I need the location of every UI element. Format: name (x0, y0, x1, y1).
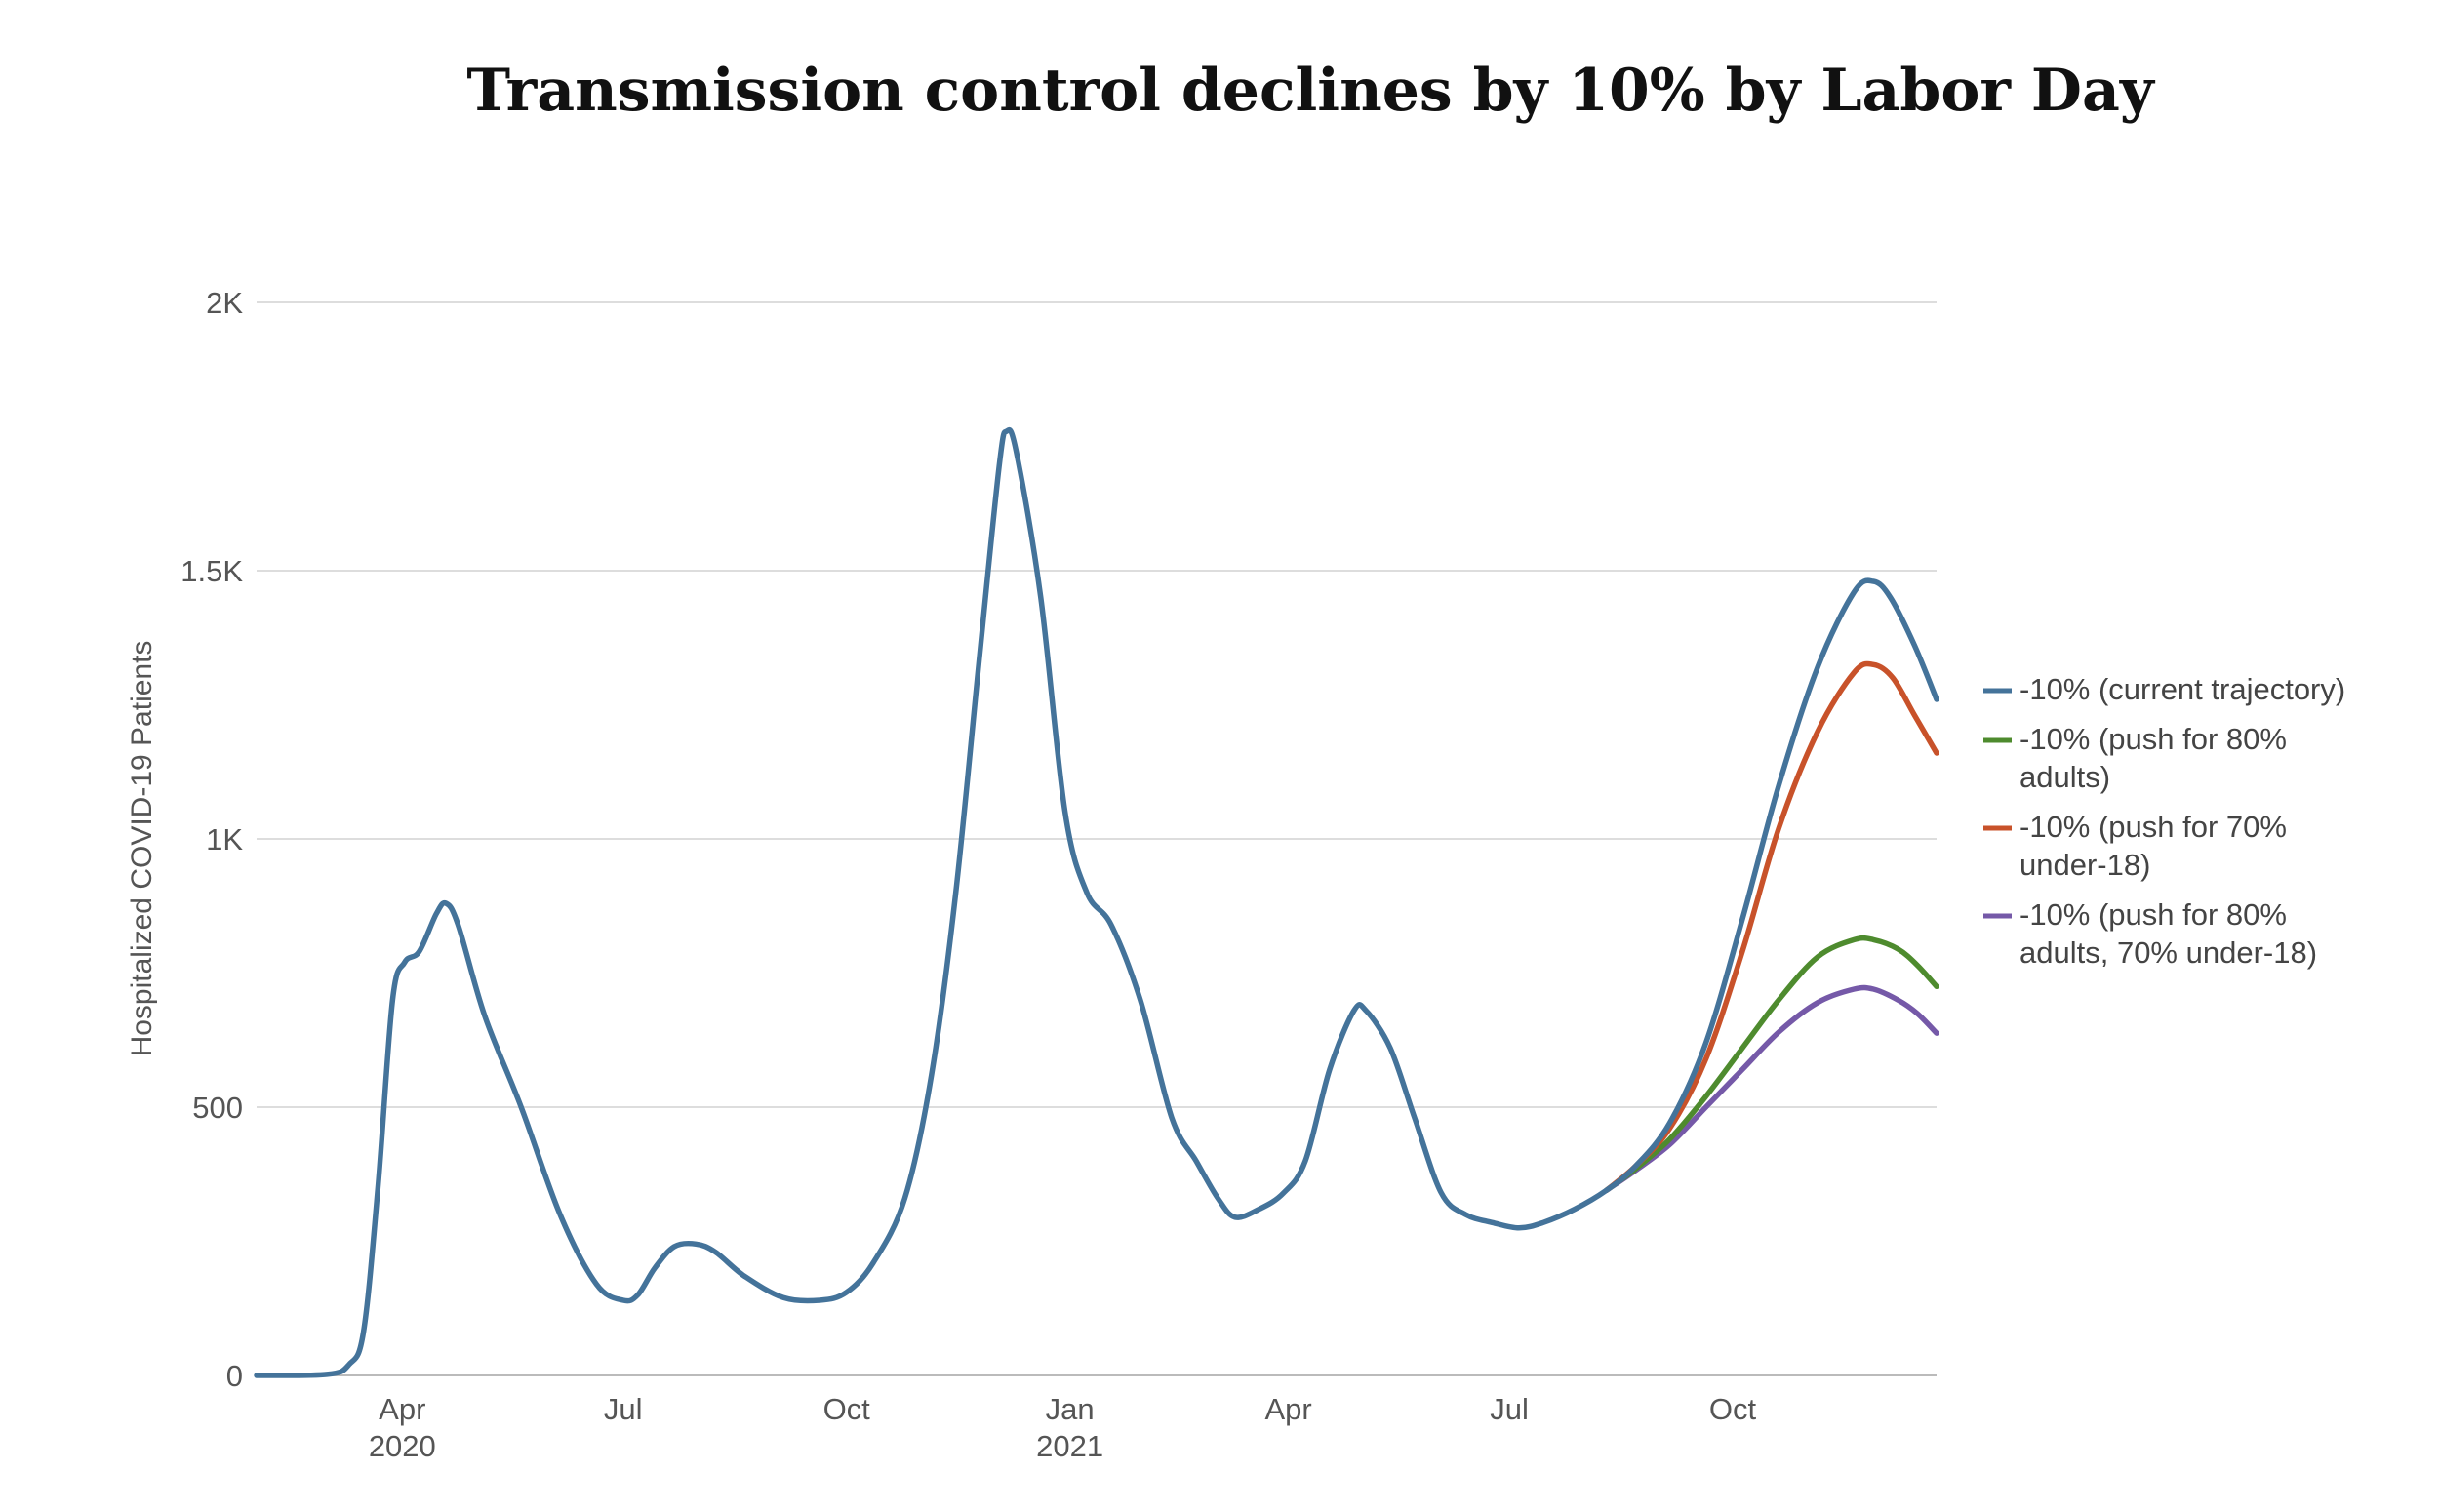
legend: -10% (current trajectory) -10% (push for … (1983, 672, 2345, 970)
legend-entry-label: under-18) (2019, 848, 2150, 882)
y-tick-label: 1K (206, 822, 243, 856)
gridlines (257, 301, 1937, 1376)
x-tick-label: Oct (1709, 1392, 1757, 1426)
series-line-1 (1603, 935, 1939, 1194)
x-tick-label: Jul (604, 1392, 643, 1426)
x-tick-label: Apr (1264, 1392, 1311, 1426)
series-line-3 (1603, 984, 1939, 1194)
y-tick-label: 1.5K (180, 554, 243, 588)
x-tick-label: Oct (823, 1392, 871, 1426)
legend-entry-label: -10% (current trajectory) (2019, 672, 2345, 706)
x-tick-label: Jan (1046, 1392, 1095, 1426)
y-axis-ticks: 0 500 1K 1.5K 2K (180, 286, 243, 1393)
legend-entry-label: adults, 70% under-18) (2019, 935, 2317, 970)
legend-entry-label: -10% (push for 70% (2019, 810, 2287, 844)
x-tick-label: Apr (379, 1392, 425, 1426)
x-tick-year-label: 2020 (369, 1429, 436, 1463)
series-line-2 (1603, 660, 1939, 1194)
legend-entry-label: -10% (push for 80% (2019, 722, 2287, 756)
y-tick-label: 0 (226, 1359, 243, 1393)
series-lines (254, 426, 1939, 1378)
x-tick-year-label: 2021 (1036, 1429, 1103, 1463)
chart-title: Transmission control declines by 10% by … (466, 57, 2156, 125)
y-tick-label: 2K (206, 286, 243, 320)
legend-entry-label: adults) (2019, 760, 2110, 794)
legend-entry-label: -10% (push for 80% (2019, 897, 2287, 932)
y-tick-label: 500 (192, 1091, 243, 1125)
y-axis-label: Hospitalized COVID-19 Patients (126, 641, 158, 1057)
series-line-0 (254, 426, 1939, 1378)
x-tick-label: Jul (1490, 1392, 1529, 1426)
